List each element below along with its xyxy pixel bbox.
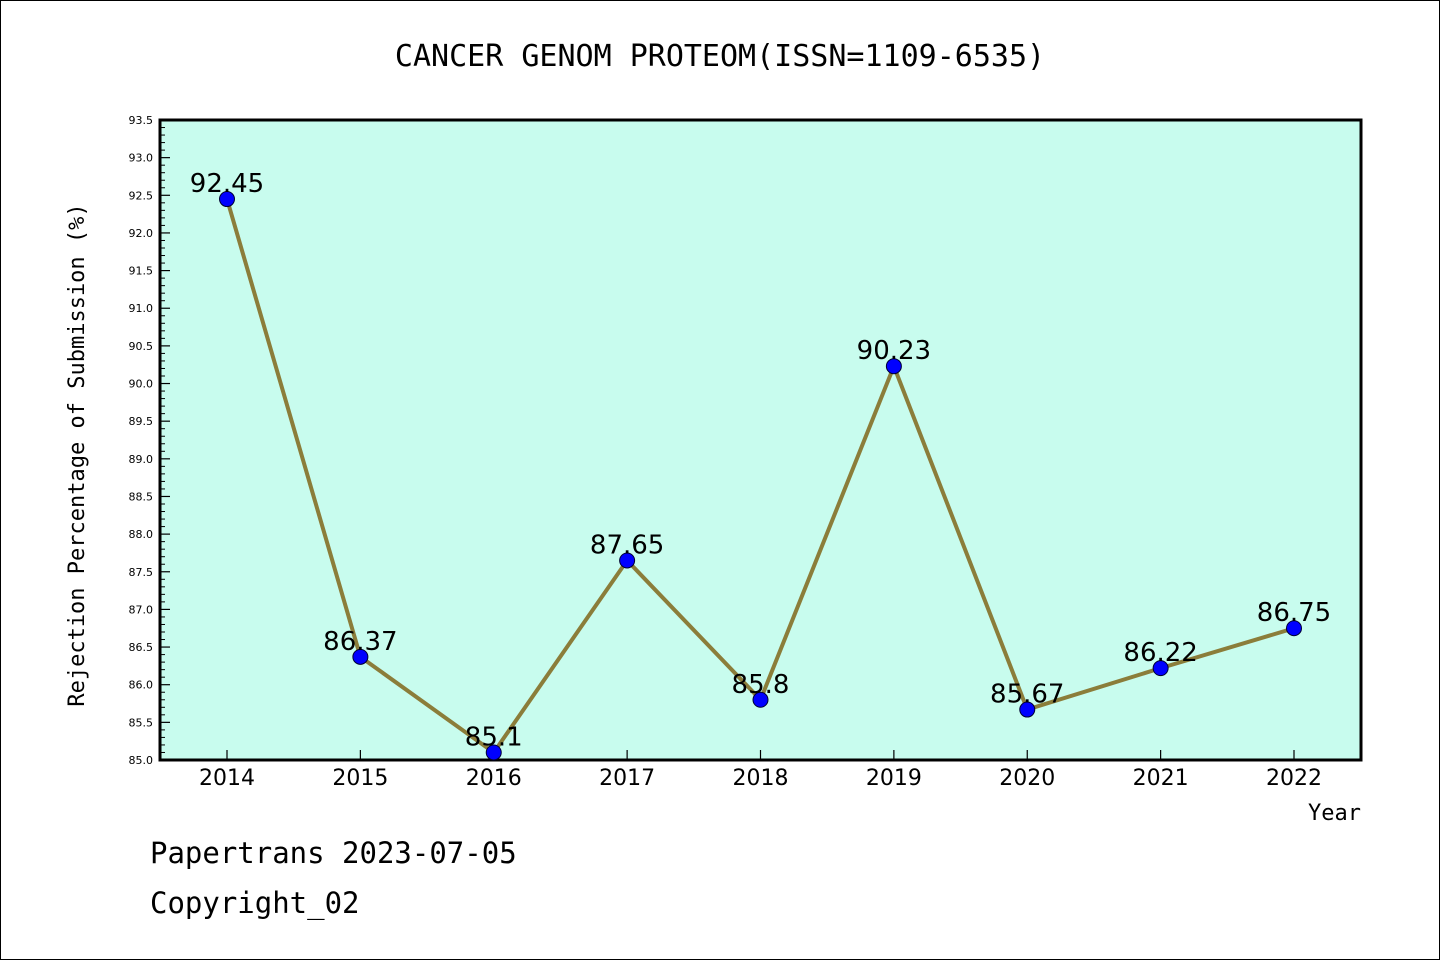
y-tick-label: 93.0 [129, 152, 154, 165]
data-point [885, 358, 902, 375]
x-tick-label: 2017 [599, 766, 655, 791]
data-label: 86.37 [323, 627, 397, 657]
data-point [752, 691, 769, 708]
y-axis: 85.0 85.5 86.0 86.5 87.0 87.5 88.0 88.5 89.0 89.5… [129, 114, 170, 767]
data-label: 85.8 [732, 670, 790, 700]
x-tick-label: 2020 [999, 766, 1055, 791]
footer-copyright: Copyright_02 [150, 886, 360, 920]
data-point [485, 744, 502, 761]
footer-date: Papertrans 2023-07-05 [150, 836, 517, 870]
data-point [1286, 620, 1302, 637]
data-label: 92.45 [190, 169, 264, 199]
y-tick-label: 87.0 [129, 603, 154, 616]
data-point [1019, 701, 1036, 718]
x-axis: 2014 2015 2016 2017 2018 2019 2020 2021 2022 [199, 750, 1322, 791]
y-tick-label: 93.5 [129, 114, 154, 127]
data-point [219, 191, 235, 208]
data-label: 87.65 [590, 530, 664, 560]
data-label: 86.75 [1257, 598, 1331, 628]
y-tick-label: 92.0 [129, 227, 154, 240]
x-axis-title: Year [1308, 801, 1361, 826]
y-tick-label: 91.0 [129, 302, 154, 315]
y-tick-label: 88.5 [129, 490, 154, 503]
y-tick-label: 89.0 [129, 453, 154, 466]
x-tick-label: 2014 [199, 766, 255, 791]
x-tick-label: 2019 [866, 766, 922, 791]
y-tick-label: 88.0 [129, 528, 154, 541]
y-tick-label: 91.5 [129, 265, 154, 278]
y-tick-label: 87.5 [129, 566, 154, 579]
x-tick-label: 2015 [332, 766, 388, 791]
y-tick-label: 86.0 [129, 679, 154, 692]
data-label: 85.67 [990, 680, 1064, 710]
y-tick-label: 90.5 [129, 340, 154, 353]
x-tick-label: 2022 [1266, 766, 1322, 791]
y-tick-label: 90.0 [129, 378, 154, 391]
x-tick-label: 2018 [733, 766, 789, 791]
data-label: 90.23 [857, 336, 931, 366]
data-point [1152, 660, 1169, 677]
y-tick-label: 85.0 [129, 754, 154, 767]
data-label: 86.22 [1123, 638, 1197, 668]
chart-title: CANCER GENOM PROTEOM(ISSN=1109-6535) [395, 39, 1045, 74]
x-tick-label: 2021 [1133, 766, 1189, 791]
x-tick-label: 2016 [466, 766, 522, 791]
y-tick-label: 92.5 [129, 189, 154, 202]
data-point [352, 648, 369, 665]
series-markers [219, 191, 1302, 761]
y-tick-label: 86.5 [129, 641, 154, 654]
data-labels: 92.45 86.37 85.1 87.65 85.8 90.23 85.67 86.22 86… [190, 169, 1331, 752]
y-tick-label: 89.5 [129, 415, 154, 428]
y-tick-label: 85.5 [129, 716, 154, 729]
data-point [619, 552, 636, 569]
y-axis-title: Rejection Percentage of Submission (%) [65, 203, 90, 706]
data-label: 85.1 [465, 722, 523, 752]
